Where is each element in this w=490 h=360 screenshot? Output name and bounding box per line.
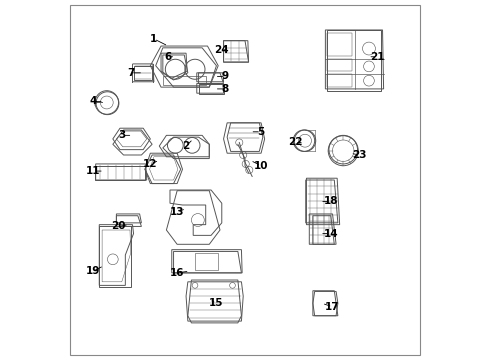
Text: 3: 3 [118,130,125,140]
Text: 19: 19 [86,266,100,276]
Text: 4: 4 [90,96,97,107]
Text: 22: 22 [288,138,302,148]
Text: 12: 12 [143,159,158,169]
Text: 5: 5 [257,127,265,137]
Text: 8: 8 [222,84,229,94]
Text: 20: 20 [111,221,125,231]
Text: 9: 9 [222,71,229,81]
Text: 6: 6 [165,52,172,62]
Text: 24: 24 [215,45,229,55]
Text: 23: 23 [352,150,367,160]
Text: 21: 21 [370,52,385,62]
Text: 18: 18 [323,197,338,206]
Text: 15: 15 [209,298,223,308]
Text: 11: 11 [86,166,100,176]
Text: 10: 10 [254,161,269,171]
Text: 7: 7 [127,68,134,78]
Text: 16: 16 [170,268,184,278]
Text: 2: 2 [182,141,190,151]
Text: 1: 1 [150,34,157,44]
Text: 13: 13 [170,207,184,217]
Text: 17: 17 [325,302,340,312]
Text: 14: 14 [323,229,338,239]
